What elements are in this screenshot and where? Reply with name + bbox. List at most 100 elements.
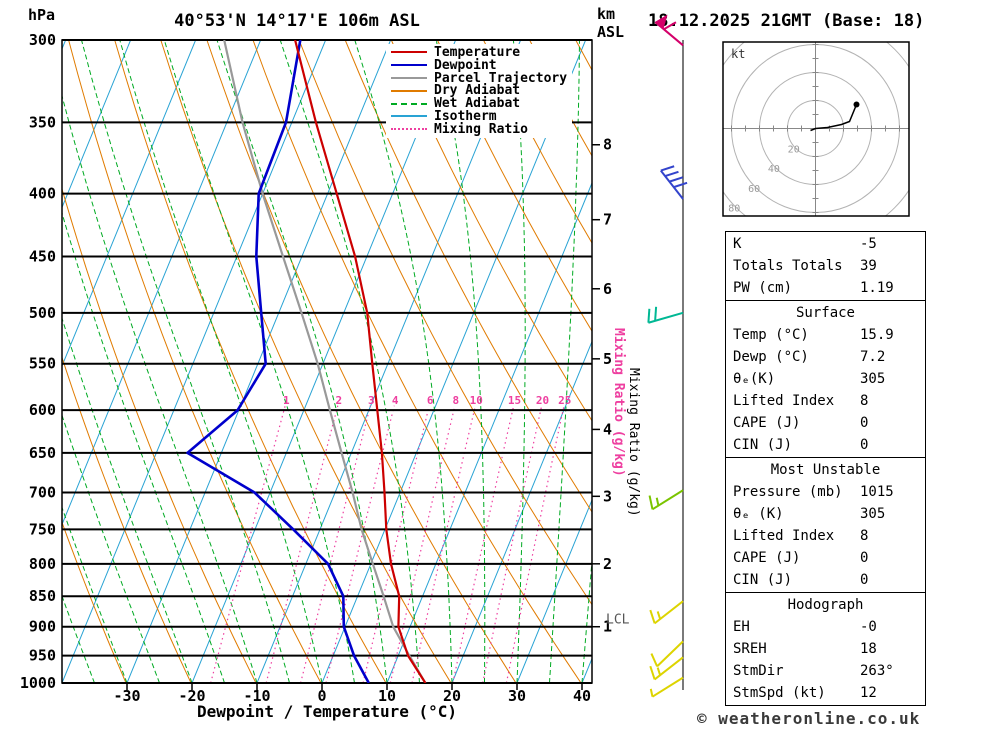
svg-text:kt: kt — [731, 47, 745, 61]
legend-label: Dewpoint — [434, 57, 497, 73]
station-title: 40°53'N 14°17'E 106m ASL — [174, 11, 420, 31]
wind-barb — [647, 306, 684, 324]
svg-text:-10: -10 — [243, 687, 270, 705]
panel-row-value: 39 — [860, 258, 877, 274]
legend-item: Dewpoint — [391, 57, 567, 73]
panel-row-value: -5 — [860, 236, 877, 252]
panel-row-value: 0 — [860, 572, 869, 588]
legend-label: Dry Adiabat — [434, 83, 521, 99]
legend-line-sample — [391, 115, 427, 118]
svg-text:350: 350 — [29, 113, 56, 131]
asl-axis-unit: ASL — [597, 23, 625, 41]
panel-row-label: Totals Totals — [733, 258, 843, 274]
panel-section-header: Hodograph — [787, 597, 864, 613]
panel-section: Most Unstable Pressure (mb) 1015 θₑ (K) 305 L… — [725, 457, 926, 593]
svg-text:750: 750 — [29, 520, 56, 538]
panel-row-label: CIN (J) — [733, 572, 793, 588]
legend-label: Mixing Ratio — [434, 121, 528, 137]
mixing-ratio-axis-label: Mixing Ratio (g/kg) — [626, 368, 641, 517]
svg-text:-30: -30 — [113, 687, 140, 705]
wind-barb — [649, 656, 684, 681]
legend-label: Temperature — [434, 44, 521, 60]
panel-row-label: Lifted Index — [733, 528, 835, 544]
panel-row-label: SREH — [733, 641, 767, 657]
svg-text:400: 400 — [29, 185, 56, 203]
svg-text:4: 4 — [603, 420, 612, 438]
svg-text:650: 650 — [29, 444, 56, 462]
legend-item: Parcel Trajectory — [391, 70, 568, 86]
svg-text:20: 20 — [443, 687, 461, 705]
svg-text:30: 30 — [508, 687, 526, 705]
x-axis-title: Dewpoint / Temperature (°C) — [196, 702, 458, 721]
panel-row: Temp (°C) 15.9 — [726, 324, 925, 346]
legend-line-sample — [391, 128, 427, 131]
panel-row: EH -0 — [726, 616, 925, 638]
svg-text:8: 8 — [453, 394, 460, 407]
svg-text:1: 1 — [283, 394, 290, 407]
svg-text:6: 6 — [603, 280, 612, 298]
svg-text:15: 15 — [508, 394, 521, 407]
wind-barb — [654, 14, 684, 47]
panel-row-label: CIN (J) — [733, 437, 793, 453]
svg-text:550: 550 — [29, 355, 56, 373]
panel-row: θₑ (K) 305 — [726, 503, 925, 525]
svg-text:2: 2 — [335, 394, 342, 407]
svg-text:300: 300 — [29, 31, 56, 49]
panel-row-value: 305 — [860, 371, 886, 387]
panel-row-label: EH — [733, 619, 750, 635]
svg-text:800: 800 — [29, 555, 56, 573]
legend-label: Wet Adiabat — [434, 96, 521, 112]
panel-row-value: 263° — [860, 663, 894, 679]
panel-row-value: 7.2 — [860, 349, 886, 365]
svg-text:25: 25 — [558, 394, 571, 407]
legend-item: Wet Adiabat — [391, 96, 567, 112]
panel-row: CAPE (J) 0 — [726, 547, 925, 569]
panel-section: Hodograph EH -0 SREH 18 StmDir 263° StmSpd (kt)… — [725, 592, 926, 706]
svg-text:450: 450 — [29, 248, 56, 266]
svg-text:3: 3 — [368, 394, 375, 407]
panel-row-label: PW (cm) — [733, 280, 793, 296]
panel-row-label: CAPE (J) — [733, 415, 801, 431]
panel-row-value: 12 — [860, 685, 877, 701]
watermark: © weatheronline.co.uk — [697, 709, 921, 728]
svg-text:0: 0 — [317, 687, 326, 705]
legend-line-sample — [391, 102, 427, 105]
legend-item: Isotherm — [391, 109, 567, 124]
svg-text:500: 500 — [29, 304, 56, 322]
indices-panel: K -5 Totals Totals 39 PW (cm) 1.19 Surface Temp… — [725, 231, 926, 706]
panel-row: CAPE (J) 0 — [726, 412, 925, 434]
wind-barb — [660, 165, 688, 200]
svg-text:850: 850 — [29, 587, 56, 605]
panel-row-label: StmSpd (kt) — [733, 685, 826, 701]
panel-row: θₑ(K) 305 — [726, 368, 925, 390]
panel-section-header: Surface — [795, 305, 855, 321]
panel-row-value: 18 — [860, 641, 877, 657]
svg-text:40: 40 — [768, 164, 780, 175]
datetime-title: 18.12.2025 21GMT (Base: 18) — [648, 11, 925, 31]
panel-row: SREH 18 — [726, 638, 925, 660]
svg-text:1000: 1000 — [20, 674, 56, 692]
panel-row: StmDir 263° — [726, 660, 925, 682]
svg-text:7: 7 — [603, 211, 612, 229]
panel-row-label: StmDir — [733, 663, 784, 679]
svg-text:8: 8 — [603, 136, 612, 154]
svg-text:20: 20 — [536, 394, 549, 407]
svg-text:5: 5 — [603, 350, 612, 368]
svg-text:950: 950 — [29, 647, 56, 665]
svg-text:20: 20 — [788, 144, 800, 155]
svg-text:4: 4 — [392, 394, 399, 407]
legend-line-sample — [391, 76, 427, 79]
panel-section-header: Most Unstable — [770, 462, 881, 478]
panel-row: Totals Totals 39 — [726, 255, 925, 277]
svg-text:900: 900 — [29, 618, 56, 636]
panel-row-value: -0 — [860, 619, 877, 635]
panel-row-value: 8 — [860, 393, 869, 409]
legend-item: Dry Adiabat — [391, 83, 567, 99]
panel-row-value: 0 — [860, 550, 869, 566]
legend-label: Parcel Trajectory — [434, 70, 568, 86]
svg-text:2: 2 — [603, 555, 612, 573]
panel-row-value: 15.9 — [860, 327, 894, 343]
svg-text:3: 3 — [603, 487, 612, 505]
